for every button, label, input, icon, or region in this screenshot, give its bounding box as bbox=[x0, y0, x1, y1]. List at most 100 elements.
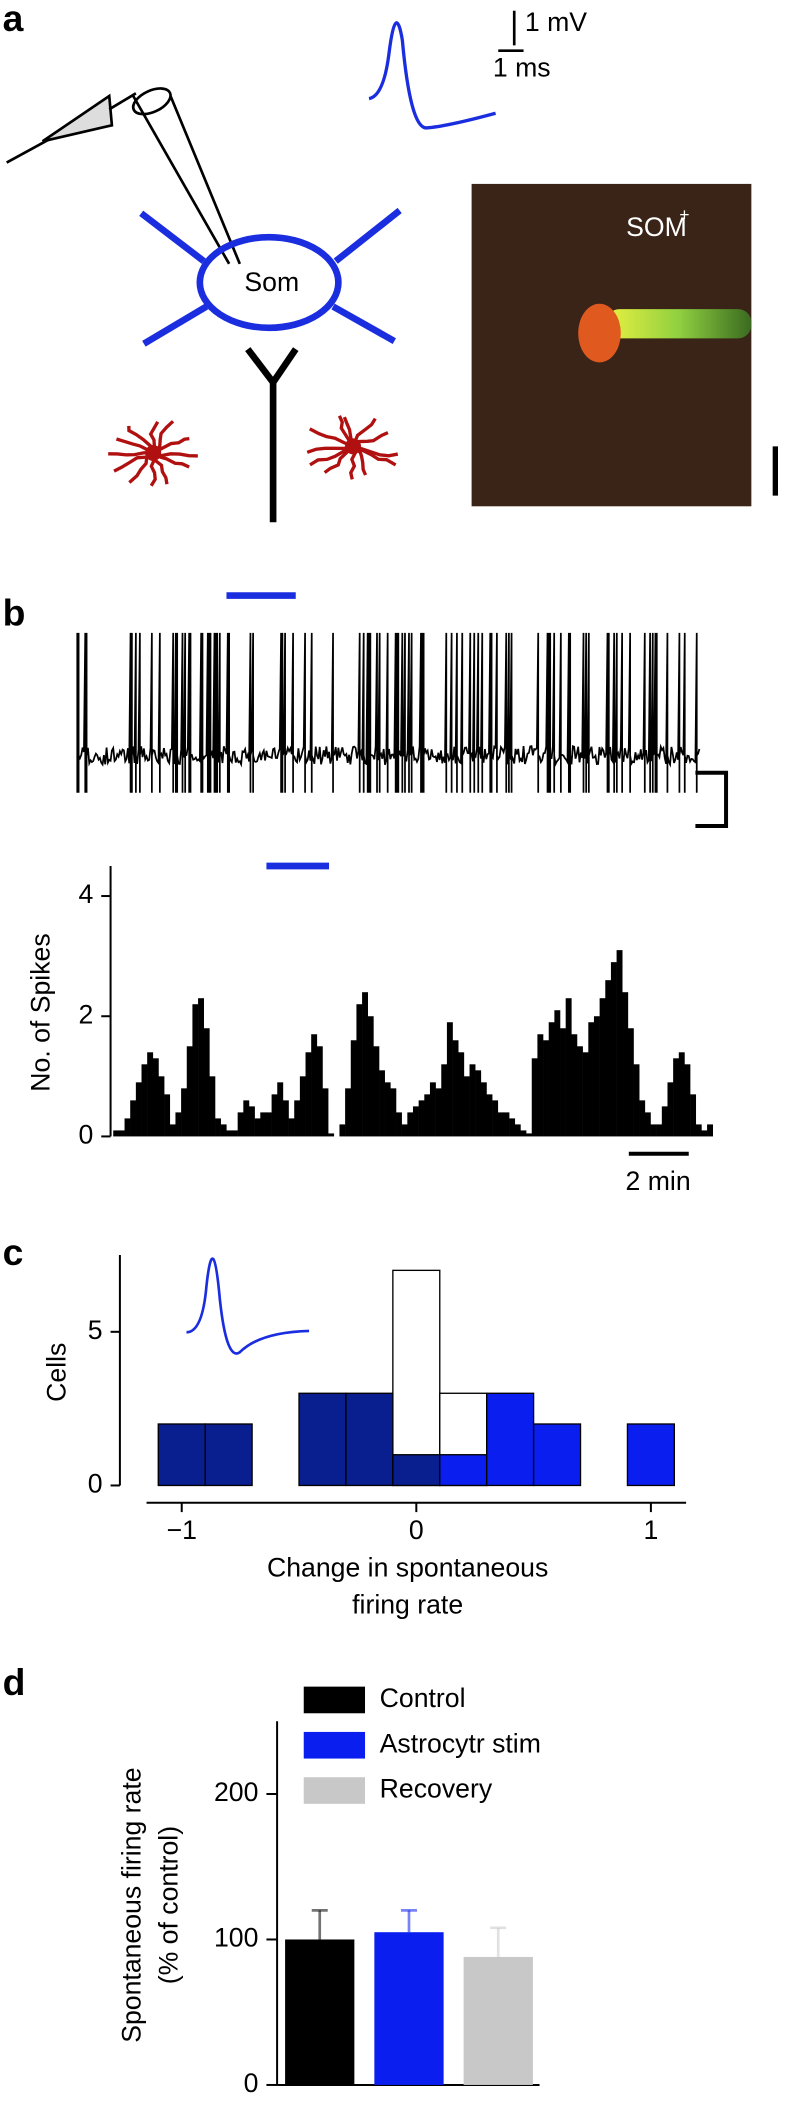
bar bbox=[610, 962, 617, 1137]
bar bbox=[271, 1094, 278, 1137]
scale-time: 1 ms bbox=[493, 52, 551, 82]
bar bbox=[673, 1058, 680, 1137]
bar bbox=[463, 1076, 470, 1137]
bar bbox=[531, 1058, 538, 1137]
bar bbox=[418, 1100, 425, 1137]
bar bbox=[396, 1112, 402, 1137]
bar bbox=[152, 1058, 159, 1137]
bar bbox=[520, 1130, 527, 1137]
bar bbox=[627, 1028, 634, 1137]
y-tick-label: 0 bbox=[78, 1119, 93, 1149]
astrocyte-process bbox=[149, 452, 157, 487]
bar bbox=[616, 950, 623, 1137]
bar bbox=[186, 1046, 193, 1137]
bar bbox=[486, 1094, 493, 1137]
bar bbox=[582, 1052, 589, 1137]
bar bbox=[135, 1082, 142, 1137]
bar bbox=[560, 1028, 566, 1137]
image-label: SOM bbox=[626, 212, 687, 242]
bar bbox=[469, 1064, 476, 1137]
bar bbox=[639, 1100, 646, 1137]
bar bbox=[565, 998, 572, 1137]
legend-label: Control bbox=[380, 1683, 466, 1713]
bar bbox=[130, 1100, 137, 1137]
bar bbox=[537, 1034, 544, 1137]
bar bbox=[554, 1010, 561, 1137]
astrocyte-process bbox=[108, 451, 154, 457]
legend-swatch bbox=[303, 1731, 366, 1759]
astrocyte-process bbox=[115, 437, 155, 455]
bar bbox=[644, 1112, 651, 1137]
bar bbox=[215, 1118, 221, 1137]
bar bbox=[298, 1392, 347, 1487]
bar bbox=[509, 1118, 516, 1137]
x-tick-label: 0 bbox=[409, 1515, 424, 1545]
bar bbox=[157, 1423, 206, 1487]
bar bbox=[198, 998, 204, 1137]
legend-label: Recovery bbox=[380, 1774, 493, 1804]
x-axis-label: firing rate bbox=[352, 1590, 463, 1620]
bar bbox=[265, 1112, 272, 1137]
bar bbox=[147, 1052, 154, 1137]
bar bbox=[209, 1076, 216, 1137]
bar bbox=[497, 1112, 504, 1137]
bar bbox=[707, 1124, 713, 1137]
y-axis-label: (% of control) bbox=[154, 1826, 184, 1984]
astrocyte-process bbox=[127, 425, 155, 454]
bar bbox=[204, 1423, 253, 1487]
astrocyte-process bbox=[308, 427, 354, 448]
bar bbox=[475, 1070, 482, 1137]
y-tick-label: 0 bbox=[88, 1468, 103, 1498]
y-tick-label: 2 bbox=[78, 999, 93, 1029]
bar bbox=[656, 1124, 663, 1137]
bar bbox=[424, 1094, 431, 1137]
x-axis-label: Change in spontaneous bbox=[267, 1552, 548, 1582]
micrograph-pipette bbox=[606, 309, 752, 339]
bar bbox=[232, 1130, 238, 1137]
panel-label: b bbox=[3, 591, 26, 633]
bar bbox=[576, 1046, 583, 1137]
bar bbox=[441, 1064, 448, 1137]
bar bbox=[367, 1016, 374, 1137]
bar bbox=[226, 1130, 233, 1137]
bar bbox=[181, 1088, 188, 1137]
bar bbox=[322, 1088, 329, 1137]
bar bbox=[492, 1100, 499, 1137]
bar bbox=[285, 1939, 355, 2085]
bar bbox=[141, 1064, 148, 1137]
legend-swatch bbox=[303, 1777, 366, 1804]
astrocyte-process bbox=[342, 416, 355, 447]
bar bbox=[175, 1112, 182, 1137]
bar bbox=[384, 1082, 391, 1137]
astrocyte-process bbox=[152, 451, 190, 469]
bar bbox=[605, 980, 612, 1137]
schematic bbox=[6, 10, 779, 523]
y-tick-label: 0 bbox=[244, 2068, 259, 2098]
bar bbox=[526, 1133, 533, 1137]
astrocyte-process bbox=[349, 445, 358, 480]
bar bbox=[328, 1133, 335, 1137]
trace bbox=[76, 632, 701, 793]
bar bbox=[463, 1956, 533, 2085]
bar bbox=[124, 1118, 131, 1137]
y-tick-label: 200 bbox=[214, 1777, 258, 1807]
bar bbox=[571, 1034, 578, 1137]
astrocyte-process bbox=[113, 451, 155, 473]
y-axis-label: Spontaneous firing rate bbox=[116, 1767, 146, 2042]
astrocyte-process bbox=[309, 444, 354, 467]
bar bbox=[282, 1100, 289, 1137]
bar bbox=[435, 1088, 442, 1137]
scale-voltage: 1 mV bbox=[525, 7, 587, 37]
x-tick-label: 1 bbox=[643, 1515, 658, 1545]
x-tick-label: −1 bbox=[167, 1515, 197, 1545]
bar bbox=[503, 1112, 510, 1137]
bar bbox=[192, 1004, 199, 1137]
astrocyte-process bbox=[351, 431, 389, 448]
bar bbox=[407, 1112, 414, 1137]
astrocyte-process bbox=[148, 421, 160, 454]
astrocyte-process bbox=[351, 417, 377, 447]
bar bbox=[446, 1022, 453, 1137]
bar bbox=[543, 1040, 549, 1137]
